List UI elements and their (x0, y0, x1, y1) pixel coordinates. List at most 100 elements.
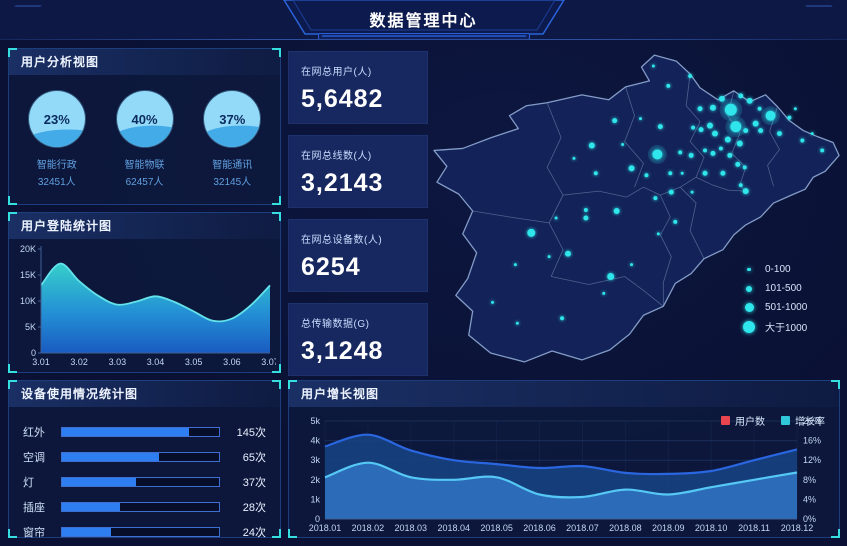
kpi-value: 3,1248 (301, 337, 384, 365)
bar-fill (62, 502, 121, 511)
growth-x-tick: 2018.12 (781, 523, 814, 533)
map-dot (702, 170, 708, 176)
bar-label: 灯 (23, 476, 34, 489)
kpi-label: 在网总设备数(人) (301, 235, 383, 246)
map-legend-dot-icon (747, 267, 751, 272)
map-dot (738, 93, 744, 99)
growth-x-tick: 2018.01 (309, 523, 342, 533)
map-dot (720, 170, 726, 176)
liquid-gauge: 23% (28, 91, 85, 147)
map-dot (491, 300, 495, 304)
login-x-tick: 3.01 (32, 357, 50, 367)
map-dot (630, 263, 634, 267)
bar-label: 红外 (23, 426, 45, 439)
growth-x-tick: 2018.04 (437, 523, 470, 533)
login-y-tick: 5K (25, 322, 36, 332)
map-dot (688, 152, 694, 158)
panel-user-analysis: 用户分析视图 23% 智能行政 32451人 40% 智能物联 62457人 37% 智能通讯… (8, 48, 281, 205)
map-dot (738, 183, 743, 188)
map-dot (638, 117, 642, 121)
map-dot (588, 142, 595, 149)
map-legend-dot-icon (746, 285, 752, 292)
map-dot (765, 110, 776, 121)
province-map (433, 54, 840, 363)
map-dot (602, 291, 606, 295)
bar-fill (62, 452, 160, 461)
gauge-percent: 23% (43, 111, 70, 127)
growth-y-tick-left: 1k (310, 494, 320, 504)
growth-x-tick: 2018.03 (395, 523, 428, 533)
bar-track (61, 426, 220, 437)
map-dot (554, 216, 558, 220)
login-x-tick: 3.03 (109, 357, 127, 367)
growth-x-tick: 2018.06 (523, 523, 556, 533)
map-dot (820, 148, 825, 153)
map-dot (515, 321, 519, 325)
map-dot (688, 73, 693, 78)
map-dot (565, 250, 571, 257)
bar-fill (62, 427, 190, 436)
login-area-chart: 0 5K 10K 15K 20K 3.01 3.02 3.03 3.04 3.05 3.06 3.07 (20, 244, 279, 367)
gauge-count: 32451人 (37, 177, 76, 188)
gauge-group: 23% 智能行政 32451人 40% 智能物联 62457人 37% 智能通讯 32145人 (9, 75, 280, 188)
map-dot (513, 263, 517, 267)
growth-legend-item[interactable]: 用户数 (721, 413, 765, 428)
growth-x-tick: 2018.10 (695, 523, 728, 533)
map-dot (724, 103, 737, 116)
device-bar-row: 插座 28次 (23, 494, 266, 519)
growth-legend-item[interactable]: 增长率 (781, 413, 825, 428)
kpi-value: 3,2143 (301, 169, 384, 197)
growth-y-tick-left: 0 (315, 514, 320, 524)
growth-y-tick-left: 5k (310, 416, 320, 426)
legend-label: 用户数 (735, 417, 765, 428)
login-x-tick: 3.07 (261, 357, 276, 367)
map-dot-layer (491, 64, 825, 325)
map-dot (644, 173, 649, 178)
map-dot (656, 232, 660, 236)
device-bar-row: 空调 65次 (23, 444, 266, 469)
kpi-value: 6254 (301, 253, 361, 281)
map-legend-item[interactable]: 0-100 (742, 260, 807, 279)
gauge-percent: 37% (219, 111, 246, 127)
map-dot (757, 106, 762, 111)
map-dot (583, 208, 588, 212)
map-legend-dot-box (742, 320, 756, 333)
map-inner-borders (472, 73, 780, 307)
kpi-value: 5,6482 (301, 85, 384, 113)
map-legend-label: 大于1000 (765, 323, 808, 334)
banner-shape-icon (282, 0, 565, 35)
growth-y-tick-right: 16% (803, 436, 821, 446)
map-legend-item[interactable]: 大于1000 (742, 317, 807, 336)
bar-value: 65次 (242, 451, 266, 464)
map-dot (810, 132, 814, 136)
map-legend-item[interactable]: 101-500 (742, 279, 807, 298)
bar-fill (62, 527, 111, 536)
map-dot (621, 142, 625, 146)
legend-swatch-icon (781, 416, 790, 425)
login-y-tick: 0 (31, 348, 36, 358)
map-dot (668, 189, 674, 195)
page-title: 数据管理中心 (369, 13, 478, 30)
map-legend-item[interactable]: 501-1000 (742, 298, 807, 317)
map-dot (735, 161, 741, 167)
growth-y-tick-right: 4% (803, 494, 816, 504)
map-region: 0-100 101-500 501-1000 大于1000 (430, 44, 847, 378)
bar-track (61, 451, 220, 462)
growth-y-tick-right: 8% (803, 475, 816, 485)
panel-title-device-usage: 设备使用情况统计图 (9, 381, 280, 407)
gauge-label: 智能物联 (124, 160, 165, 171)
map-dot (657, 124, 663, 130)
map-dot (690, 190, 694, 194)
map-dot (680, 171, 684, 175)
map-dot (607, 273, 615, 281)
map-dot (612, 118, 618, 124)
panel-title-user-growth: 用户增长视图 (289, 381, 839, 407)
gauge-percent: 40% (131, 111, 158, 127)
device-bar-chart: 红外 145次 空调 65次灯 37次 插座 28次 窗帘 24次 (9, 407, 280, 544)
gauge-item: 40% 智能物联 62457人 (105, 91, 185, 188)
growth-x-tick: 2018.11 (738, 523, 770, 533)
liquid-gauge: 37% (204, 91, 261, 147)
map-dot (711, 130, 718, 137)
map-dot (691, 125, 696, 130)
growth-y-tick-left: 2k (310, 475, 320, 485)
